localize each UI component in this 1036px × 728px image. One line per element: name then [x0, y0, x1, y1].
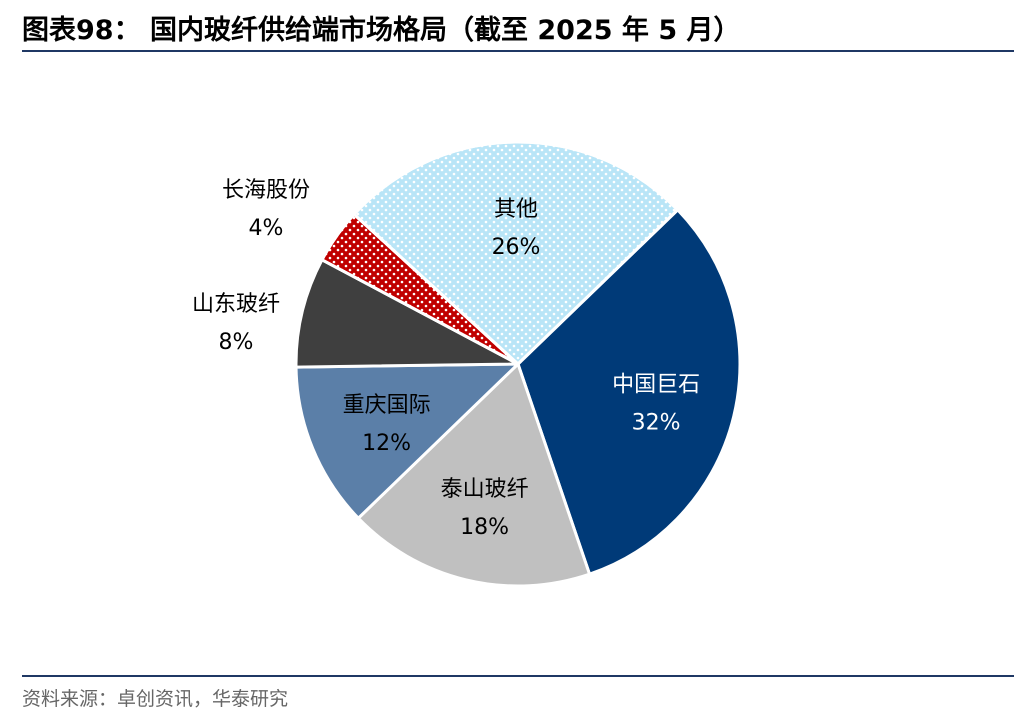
- pie-slice-pattern: [351, 140, 680, 367]
- slice-value-label: 12%: [362, 431, 411, 456]
- title-divider: [22, 50, 1014, 52]
- source-divider: [22, 675, 1014, 677]
- slice-value-label: 32%: [632, 410, 681, 435]
- pie-labels: 中国巨石 32% 泰山玻纤 18% 重庆国际 12% 山东玻纤 8% 长海股份 4% 其他 26%: [192, 178, 700, 540]
- slice-value-label: 4%: [249, 216, 284, 241]
- pie-slice: [356, 361, 592, 588]
- slice-name-label: 山东玻纤: [192, 292, 280, 317]
- slice-name-label: 长海股份: [222, 178, 310, 203]
- slice-name-label: 泰山玻纤: [441, 477, 529, 502]
- pie-slice: [294, 257, 519, 369]
- slice-value-label: 18%: [460, 515, 509, 540]
- slice-name-label: 其他: [494, 197, 538, 222]
- slice-value-label: 8%: [219, 330, 254, 355]
- pie-slice: [294, 362, 522, 521]
- slice-value-label: 26%: [492, 235, 541, 260]
- source-note: 资料来源：卓创资讯，华泰研究: [22, 688, 289, 710]
- pie-slices: [294, 140, 742, 588]
- slice-name-label: 中国巨石: [612, 372, 700, 397]
- pie-slice: [516, 207, 742, 577]
- slice-name-label: 重庆国际: [343, 393, 431, 418]
- chart-title: 图表98： 国内玻纤供给端市场格局（截至 2025 年 5 月）: [22, 15, 741, 46]
